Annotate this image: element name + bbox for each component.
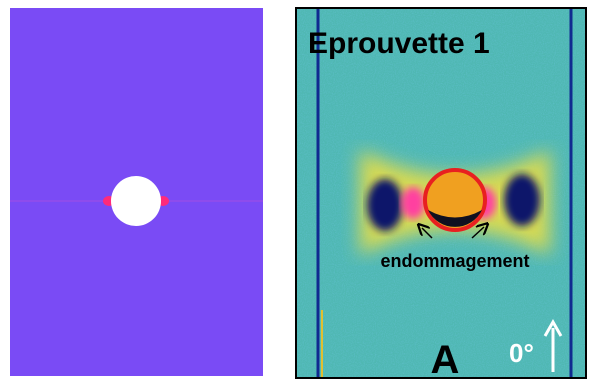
orientation-label: 0° <box>509 338 534 368</box>
crescent <box>428 210 482 227</box>
cold-lobe <box>367 179 403 231</box>
orientation-arrowhead <box>543 318 563 337</box>
left-panel <box>10 8 263 376</box>
panel-border <box>295 7 587 379</box>
panel-title: Eprouvette 1 <box>308 27 490 60</box>
right-panel: Eprouvette 1 endommagement A 0° <box>296 8 586 382</box>
annotation: endommagement <box>380 251 529 271</box>
panel-label: A <box>431 338 460 382</box>
arrow <box>422 228 433 239</box>
hole <box>111 176 161 226</box>
cold-lobe <box>504 174 540 226</box>
arrow <box>471 227 484 239</box>
hole <box>423 168 487 232</box>
damage-spot <box>401 187 425 219</box>
